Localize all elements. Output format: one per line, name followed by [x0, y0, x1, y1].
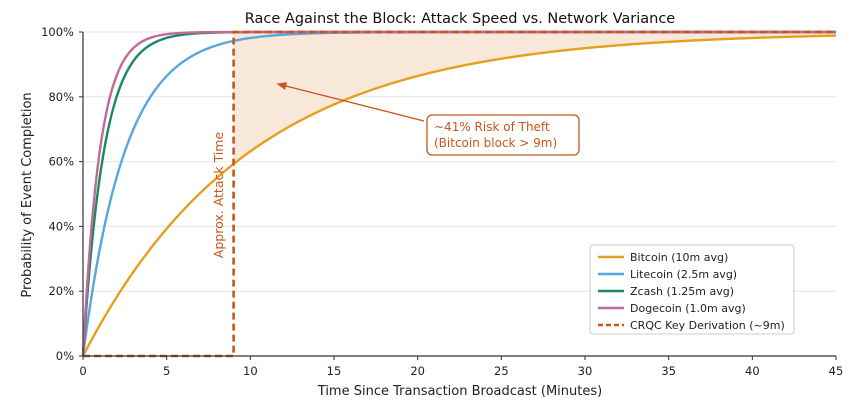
legend-label-litecoin-2-5m-avg: Litecoin (2.5m avg) [630, 268, 737, 281]
risk-shaded-area [233, 32, 837, 164]
x-tick-label: 5 [163, 364, 170, 378]
y-ticks: 0% 20% 40% 60% 80% 100% [41, 25, 83, 363]
series-lines [81, 30, 837, 358]
attack-time-label: Approx. Attack Time [211, 132, 226, 259]
annotation-text-line: ~41% Risk of Theft [434, 120, 550, 134]
legend-label-zcash-1-25m-avg: Zcash (1.25m avg) [630, 285, 734, 298]
x-tick-label: 45 [829, 364, 844, 378]
x-tick-label: 20 [410, 364, 425, 378]
y-axis-title: Probability of Event Completion [20, 92, 35, 297]
annotations: ~41% Risk of Theft (Bitcoin block > 9m) Ap… [211, 82, 580, 259]
legend-label-dogecoin-1-0m-avg: Dogecoin (1.0m avg) [630, 302, 746, 315]
shaded-risk-region [233, 32, 837, 164]
x-tick-label: 0 [79, 364, 86, 378]
series-line-bitcoin-10m-avg [81, 34, 837, 357]
x-tick-label: 25 [494, 364, 509, 378]
series-line-crqc-key-derivation-9m [83, 30, 836, 358]
x-tick-label: 15 [327, 364, 342, 378]
x-tick-label: 40 [745, 364, 760, 378]
legend: Bitcoin (10m avg) Litecoin (2.5m avg) Zcas… [589, 244, 795, 335]
legend-label-bitcoin-10m-avg: Bitcoin (10m avg) [630, 251, 728, 264]
x-tick-label: 10 [243, 364, 258, 378]
axes [82, 32, 836, 357]
legend-label-crqc-key-derivation-9m: CRQC Key Derivation (~9m) [630, 319, 785, 332]
x-axis-title: Time Since Transaction Broadcast (Minute… [317, 384, 602, 399]
y-tick-label: 80% [48, 90, 74, 104]
y-tick-label: 20% [48, 284, 74, 298]
x-tick-label: 35 [661, 364, 676, 378]
legend-frame [589, 244, 795, 335]
y-tick-label: 40% [48, 219, 74, 233]
x-ticks: 0 5 10 15 20 25 30 35 40 45 [79, 356, 843, 378]
y-tick-label: 0% [56, 349, 74, 363]
chart-title: Race Against the Block: Attack Speed vs.… [245, 11, 676, 27]
x-tick-label: 30 [578, 364, 593, 378]
annotation-box [426, 114, 580, 156]
annotation-text-line: (Bitcoin block > 9m) [434, 136, 557, 150]
y-tick-label: 60% [48, 155, 74, 169]
y-tick-label: 100% [41, 25, 74, 39]
annotation-arrow [276, 82, 425, 122]
